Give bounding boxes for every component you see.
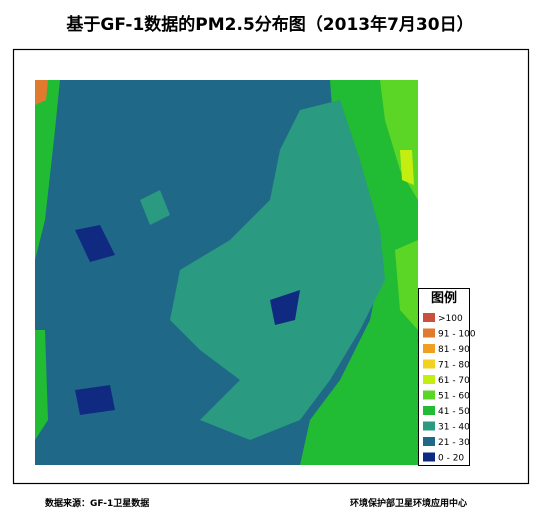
legend-title: 图例: [431, 290, 457, 306]
agency: 环境保护部卫星环境应用中心: [350, 497, 467, 509]
legend-swatch: [423, 375, 435, 384]
raster-area: [35, 80, 60, 260]
raster-area: [140, 190, 170, 225]
legend-label: 31 - 40: [438, 423, 470, 433]
pm25-raster: [35, 80, 418, 465]
legend-swatch: [423, 344, 435, 353]
legend-label: 81 - 90: [438, 345, 470, 355]
legend-label: 71 - 80: [438, 361, 470, 371]
raster-area: [35, 80, 48, 105]
legend-swatch: [423, 437, 435, 446]
legend-swatch: [423, 390, 435, 400]
raster-area: [270, 290, 300, 325]
legend-swatch: [423, 328, 435, 338]
legend-swatch: [423, 359, 435, 369]
raster-area: [75, 225, 115, 262]
legend-label: 61 - 70: [438, 376, 470, 386]
raster-area: [395, 240, 418, 330]
legend-swatch: [423, 452, 435, 462]
legend-label: 51 - 60: [438, 392, 470, 402]
legend-swatch: [423, 406, 435, 415]
legend-label: 41 - 50: [438, 407, 470, 417]
legend-label: 0 - 20: [438, 454, 464, 464]
raster-area: [400, 150, 414, 185]
legend-swatch: [423, 421, 435, 431]
data-source: 数据来源：GF-1卫星数据: [45, 497, 149, 509]
raster-area: [170, 100, 385, 440]
map-title: 基于GF-1数据的PM2.5分布图（2013年7月30日）: [65, 14, 473, 35]
legend-label: >100: [438, 314, 463, 324]
legend-label: 21 - 30: [438, 438, 470, 448]
raster-area: [300, 80, 418, 465]
raster-area: [35, 330, 48, 440]
legend-swatch: [423, 313, 435, 322]
legend-label: 91 - 100: [438, 330, 476, 340]
legend-items: >100 91 - 100 81 - 90 71 - 80 61 - 70 51 - 60…: [423, 313, 476, 464]
raster-area: [75, 385, 115, 415]
